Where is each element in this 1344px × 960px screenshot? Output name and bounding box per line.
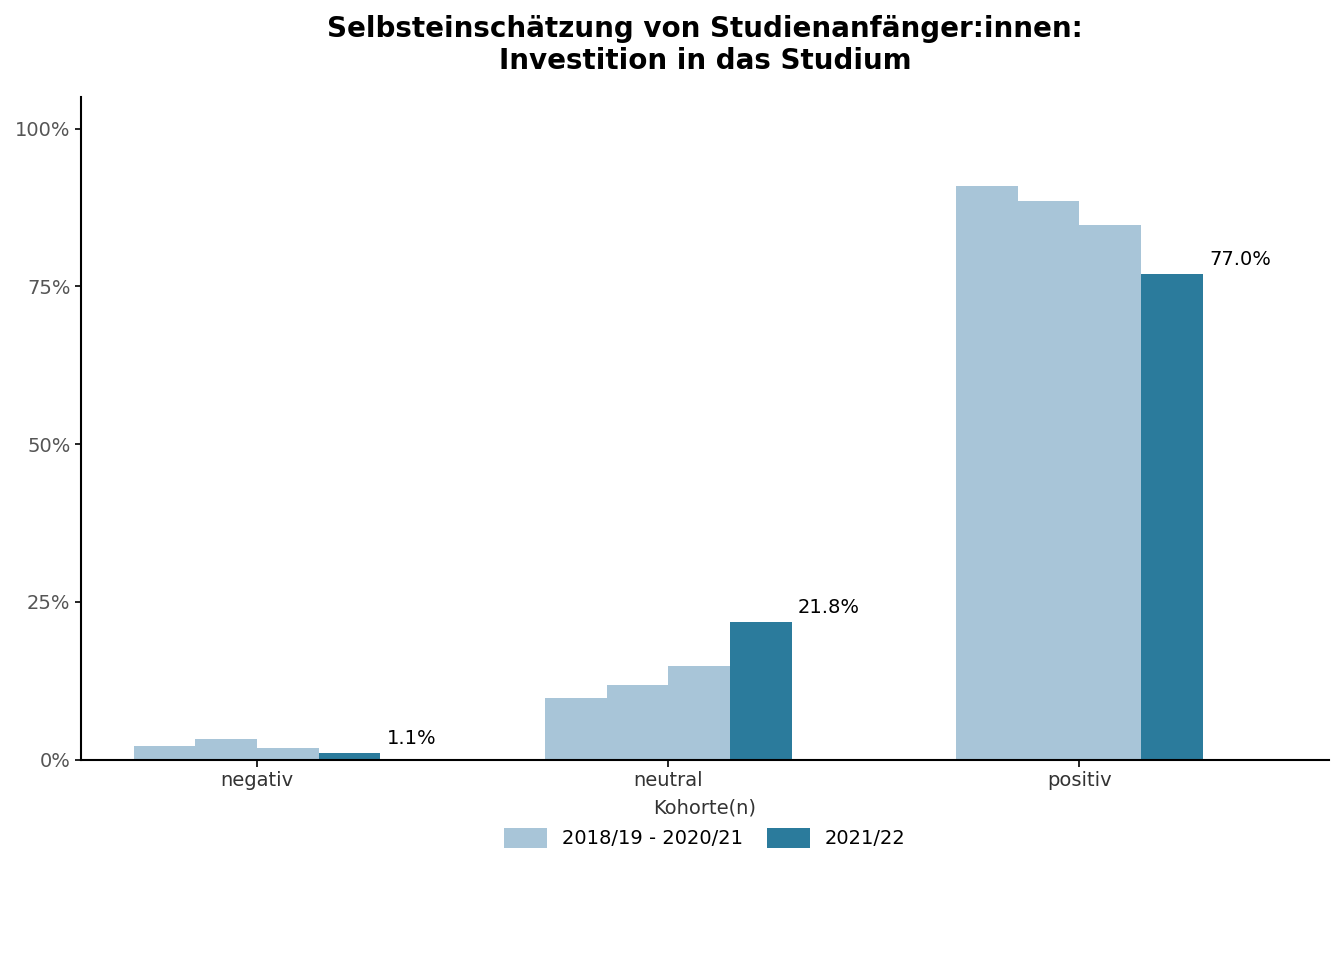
Bar bbox=[1079, 225, 1141, 759]
Bar bbox=[134, 747, 195, 759]
Bar bbox=[195, 739, 257, 759]
Bar bbox=[668, 666, 730, 759]
Title: Selbsteinschätzung von Studienanfänger:innen:
Investition in das Studium: Selbsteinschätzung von Studienanfänger:i… bbox=[327, 15, 1083, 76]
Text: 21.8%: 21.8% bbox=[798, 598, 860, 617]
Bar bbox=[606, 685, 668, 759]
Text: 77.0%: 77.0% bbox=[1208, 250, 1271, 269]
Legend: 2018/19 - 2020/21, 2021/22: 2018/19 - 2020/21, 2021/22 bbox=[496, 791, 914, 856]
Text: 1.1%: 1.1% bbox=[387, 729, 437, 748]
Bar bbox=[544, 698, 606, 759]
Bar bbox=[319, 753, 380, 759]
Bar bbox=[1141, 274, 1203, 759]
Bar bbox=[1017, 202, 1079, 759]
Bar bbox=[257, 748, 319, 759]
Bar bbox=[730, 622, 792, 759]
Bar bbox=[956, 185, 1017, 759]
